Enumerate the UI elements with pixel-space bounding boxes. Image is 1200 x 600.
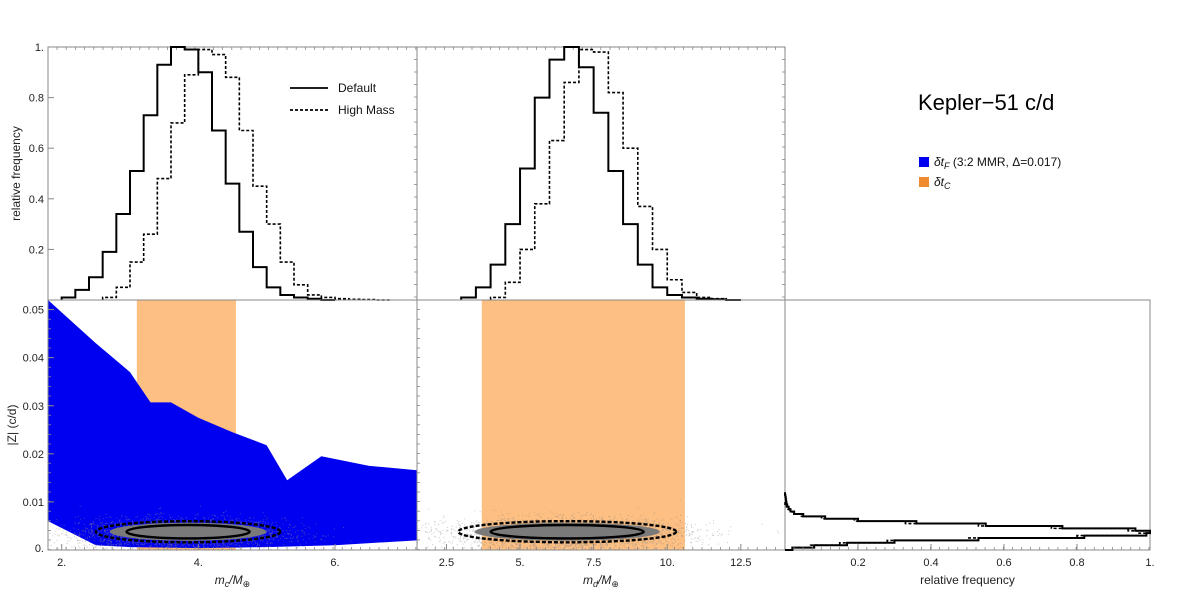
- scatter_md-plot-area: [417, 300, 779, 550]
- y-tick-label: 0.2: [29, 244, 44, 256]
- y-tick-label: 0.8: [29, 93, 44, 105]
- y-tick-label-zero: 0.: [35, 543, 44, 555]
- x-tick-label: 6.: [330, 557, 339, 569]
- legend-label-default: Default: [338, 81, 377, 95]
- y-axis-label: |Z| (c/d): [5, 405, 19, 446]
- legend-label-f: δtF (3:2 MMR, Δ=0.017): [934, 155, 1061, 171]
- x-axis-label-rest: /M: [228, 573, 242, 587]
- x-axis-label: relative frequency: [920, 573, 1015, 587]
- y-tick-label: 1.: [35, 42, 44, 54]
- legend-regions: δtF (3:2 MMR, Δ=0.017) δtC: [919, 155, 1061, 191]
- chart-title: Kepler−51 c/d: [918, 90, 1054, 115]
- x-axis-label-rest: /M: [597, 573, 611, 587]
- x-tick-label: 0.2: [850, 557, 865, 569]
- y-tick-label: 0.01: [23, 497, 44, 509]
- x-axis-label-sub: c: [225, 579, 230, 589]
- legend-label-high-mass: High Mass: [338, 103, 395, 117]
- y-tick-label: 0.04: [23, 353, 44, 365]
- x-axis-label: md/M⊕: [583, 573, 619, 589]
- hist_md-frame: [416, 46, 786, 301]
- legend-top: Default High Mass: [290, 81, 395, 117]
- x-tick-label: 0.6: [996, 557, 1011, 569]
- hist-series-default: [460, 46, 741, 301]
- hist-z-panel: 0.2 0.4 0.6 0.8 1. relative frequency: [784, 299, 1155, 587]
- legend-sub: F: [944, 161, 950, 171]
- hist-series-high-mass: [101, 48, 390, 301]
- x-tick-label: 2.5: [439, 557, 454, 569]
- x-axis-label-m: m: [215, 573, 225, 587]
- x-tick-label: 7.5: [586, 557, 601, 569]
- x-tick-label: 10.: [660, 557, 675, 569]
- y-tick-label: 0.05: [23, 305, 44, 317]
- x-tick-label: 0.4: [923, 557, 938, 569]
- contour-outer: [457, 519, 678, 544]
- legend-sub: C: [944, 181, 951, 191]
- hist-z-series-high-mass: [784, 501, 1151, 551]
- legend-swatch-c: [919, 177, 929, 187]
- region-f: [48, 300, 417, 549]
- x-tick-label: 5.: [515, 557, 524, 569]
- x-tick-label: 0.8: [1069, 557, 1084, 569]
- hist-md-panel: [416, 46, 786, 301]
- hist-z-frame: [784, 299, 1151, 551]
- legend-rest: (3:2 MMR, Δ=0.017): [950, 155, 1062, 169]
- contour-outer: [94, 519, 282, 544]
- region-c: [481, 300, 685, 550]
- y-axis-label: relative frequency: [9, 126, 23, 221]
- x-axis-label-sub2: ⊕: [243, 579, 251, 589]
- x-tick-label: 4.: [194, 557, 203, 569]
- legend-delta-t: δt: [934, 155, 945, 169]
- legend-label-c: δtC: [934, 175, 951, 191]
- x-tick-label: 1.: [1145, 557, 1154, 569]
- y-tick-label: 0.02: [23, 449, 44, 461]
- x-axis-label: mc/M⊕: [215, 573, 250, 589]
- hist-series-default: [60, 46, 335, 301]
- contour-inner: [125, 523, 251, 540]
- y-tick-label: 0.03: [23, 401, 44, 413]
- legend-delta-t: δt: [934, 175, 945, 189]
- x-axis-label-sub: d: [593, 579, 599, 589]
- y-tick-label: 0.6: [29, 143, 44, 155]
- hist-z-series-default: [784, 492, 1151, 551]
- y-tick-label: 0.4: [29, 194, 44, 206]
- x-axis-label-m: m: [583, 573, 593, 587]
- legend-swatch-f: [919, 157, 929, 167]
- x-axis-label-sub2: ⊕: [611, 579, 619, 589]
- scatter-mc-panel: 2. 4. 6. mc/M⊕ 0.01 0.02 0.03 0.04 0.05 0. |Z| (c/…: [5, 299, 418, 589]
- scatter-md-panel: 2.5 5. 7.5 10. 12.5 md/M⊕: [416, 299, 786, 589]
- contour-inner: [489, 523, 645, 540]
- x-tick-label: 12.5: [730, 557, 751, 569]
- scatter_mc-plot-area: [48, 300, 417, 550]
- hist-series-high-mass: [489, 48, 741, 301]
- scatter-points: [48, 505, 352, 550]
- x-tick-label: 2.: [57, 557, 66, 569]
